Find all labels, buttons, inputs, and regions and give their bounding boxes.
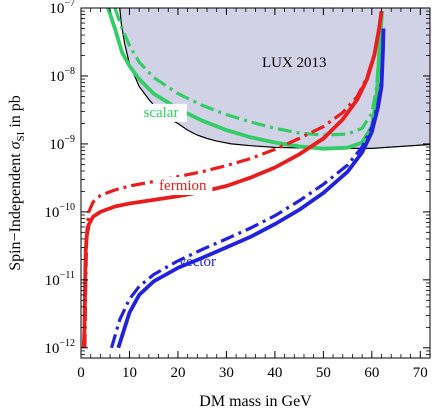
vector-label: vector [179,254,216,270]
x-tick-label: 10 [122,365,137,381]
x-tick-label: 70 [413,365,428,381]
y-tick-label: 10−9 [49,134,75,153]
x-tick-label: 30 [219,365,234,381]
scalar-label: scalar [143,105,178,121]
scalar-dashdot-line [113,8,384,137]
x-axis-label: DM mass in GeV [199,393,312,410]
scalar-label-bg [135,103,187,122]
vector-dashdot-line [109,28,386,349]
fermion-label: fermion [159,178,207,194]
fermion-dashdot-line [83,10,384,348]
x-tick-label: 40 [267,365,282,381]
y-tick-label: 10−12 [44,338,75,357]
lux-2013-label: LUX 2013 [262,55,327,71]
fermion-label-bg [153,176,213,195]
y-tick-label: 10−7 [49,0,75,17]
y-tick-label: 10−10 [44,202,75,221]
fermion-solid-line [81,10,384,348]
lux-2013-excluded-region [119,8,430,149]
x-tick-label: 60 [364,365,379,381]
y-tick-label: 10−8 [49,66,75,85]
y-axis-label: Spin−Independent σSI in pb [7,95,27,271]
x-tick-label: 20 [170,365,185,381]
x-tick-label: 0 [77,365,85,381]
y-tick-label: 10−11 [45,270,75,289]
x-tick-label: 50 [316,365,331,381]
